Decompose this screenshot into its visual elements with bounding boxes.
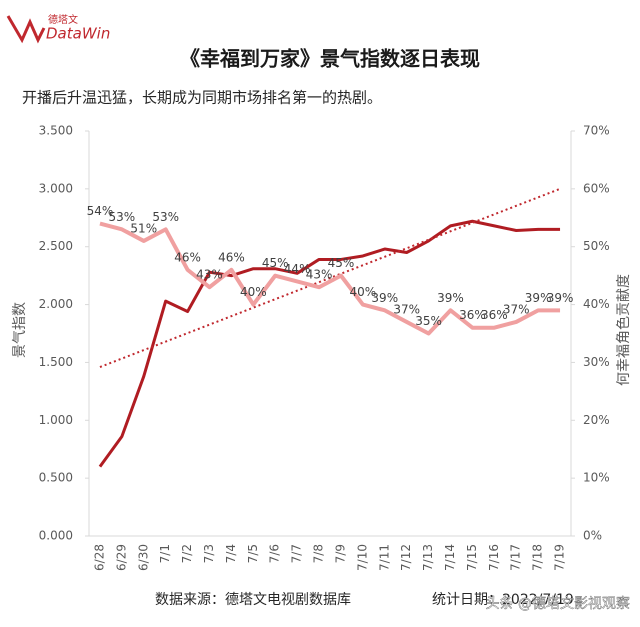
data-label: 43% (306, 268, 333, 282)
y2-tick-label: 40% (583, 297, 610, 311)
logo: 德塔文 DataWin (6, 13, 110, 44)
trendline (99, 187, 561, 368)
data-label: 39% (525, 291, 552, 305)
x-tick-label: 6/30 (136, 544, 150, 571)
data-label: 37% (503, 302, 530, 316)
y-tick-label: 3.000 (39, 181, 73, 195)
data-label: 46% (174, 250, 201, 264)
y-tick-label: 2.500 (39, 239, 73, 253)
data-label: 44% (284, 262, 311, 276)
data-label: 40% (350, 285, 377, 299)
x-tick-label: 7/12 (399, 544, 413, 571)
x-tick-label: 7/9 (333, 544, 347, 563)
x-tick-label: 7/19 (553, 544, 567, 571)
x-tick-label: 7/1 (158, 544, 172, 563)
y2-tick-label: 50% (583, 239, 610, 253)
y2-tick-label: 60% (583, 181, 610, 195)
x-tick-label: 7/16 (487, 544, 501, 571)
y-tick-label: 3.500 (39, 124, 73, 138)
y2-tick-label: 30% (583, 355, 610, 369)
y-tick-label: 0.500 (39, 471, 73, 485)
y-tick-label: 1.000 (39, 413, 73, 427)
source: 数据来源：德塔文电视剧数据库 (155, 592, 351, 608)
data-label: 40% (240, 285, 267, 299)
data-label: 46% (218, 250, 245, 264)
data-label: 36% (481, 308, 508, 322)
x-tick-label: 6/29 (114, 544, 128, 571)
data-label: 51% (130, 221, 157, 235)
y2-tick-label: 70% (583, 124, 610, 138)
y2-axis-title: 何幸福角色贡献度 (615, 274, 632, 386)
data-label: 45% (328, 256, 355, 270)
y2-tick-label: 0% (583, 529, 602, 543)
x-tick-label: 7/13 (421, 544, 435, 571)
x-tick-label: 7/3 (202, 544, 216, 563)
y2-tick-label: 10% (583, 471, 610, 485)
watermark: 头条 @德塔文影视观察 (486, 595, 630, 612)
x-tick-label: 7/7 (290, 544, 304, 563)
x-tick-label: 7/5 (246, 544, 260, 563)
chart-title: 《幸福到万家》景气指数逐日表现 (180, 47, 480, 71)
x-tick-label: 7/2 (180, 544, 194, 563)
data-label: 53% (152, 210, 179, 224)
line (99, 221, 561, 336)
date-note: 统计日期：2022/7/19 (432, 592, 574, 608)
data-label: 43% (196, 268, 223, 282)
data-label: 37% (393, 302, 420, 316)
logo-cn: 德塔文 (48, 13, 78, 26)
x-tick-label: 7/15 (465, 544, 479, 571)
data-label: 35% (415, 314, 442, 328)
x-tick-label: 7/6 (268, 544, 282, 563)
x-tick-label: 7/17 (509, 544, 523, 571)
x-tick-label: 7/10 (355, 544, 369, 571)
logo-en: DataWin (46, 25, 110, 43)
y-tick-label: 2.000 (39, 297, 73, 311)
x-tick-label: 7/4 (224, 544, 238, 563)
data-label: 54% (87, 204, 114, 218)
y-tick-label: 0.000 (39, 529, 73, 543)
x-tick-label: 7/8 (312, 544, 326, 563)
y2-tick-label: 20% (583, 413, 610, 427)
data-label: 45% (262, 256, 289, 270)
data-label: 39% (547, 291, 574, 305)
x-tick-label: 7/18 (531, 544, 545, 571)
y-tick-label: 1.500 (39, 355, 73, 369)
y-axis-title: 景气指数 (12, 302, 28, 358)
line (98, 219, 561, 468)
x-tick-label: 7/14 (443, 544, 457, 571)
logo-icon (6, 15, 46, 44)
chart-subtitle: 开播后升温迅猛，长期成为同期市场排名第一的热剧。 (22, 89, 382, 107)
data-label: 53% (109, 210, 136, 224)
data-label: 36% (459, 308, 486, 322)
x-tick-label: 6/28 (92, 544, 106, 571)
x-tick-label: 7/11 (377, 544, 391, 571)
data-label: 39% (437, 291, 464, 305)
data-label: 39% (371, 291, 398, 305)
